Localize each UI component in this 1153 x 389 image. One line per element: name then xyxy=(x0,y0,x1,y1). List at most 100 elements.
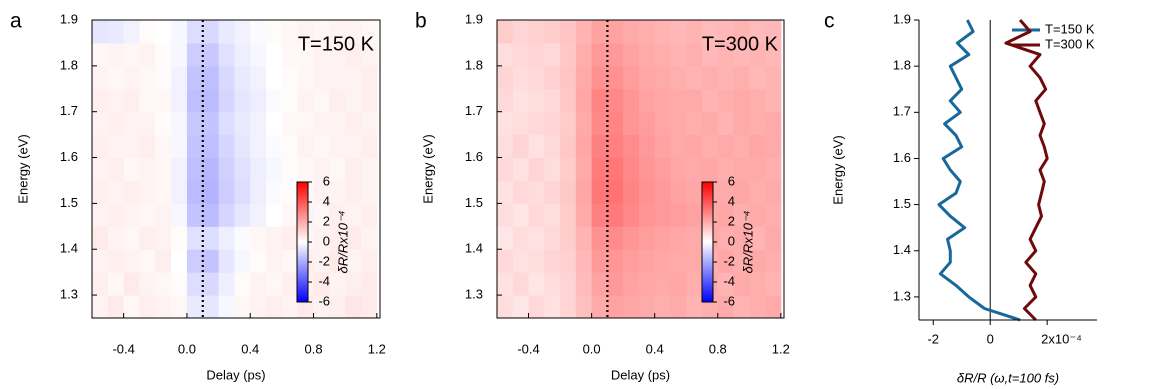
heatmap-cell xyxy=(266,226,283,250)
colorbar-tick-label: -4 xyxy=(723,273,735,288)
heatmap-cell xyxy=(345,157,362,181)
heatmap-cell xyxy=(107,203,125,227)
heatmap-cell xyxy=(607,65,624,90)
heatmap-cell xyxy=(313,157,330,181)
heatmap-cell xyxy=(186,295,204,318)
heatmap-cell xyxy=(139,295,156,318)
heatmap-cell xyxy=(266,88,283,113)
heatmap-cell xyxy=(591,157,608,181)
heatmap-cell xyxy=(512,295,530,318)
heatmap-cell xyxy=(670,180,687,204)
heatmap-cell xyxy=(266,157,283,181)
heatmap-cell xyxy=(544,42,561,67)
heatmap-cell xyxy=(497,180,514,204)
heatmap-cell xyxy=(250,65,267,90)
heatmap-cell xyxy=(281,65,299,90)
heatmap-cell xyxy=(654,42,671,67)
heatmap-cell xyxy=(155,134,172,159)
heatmap-cell xyxy=(686,226,703,250)
heatmap-cell xyxy=(345,272,362,296)
y-tick-label: 1.4 xyxy=(893,242,911,257)
heatmap-cell xyxy=(733,157,750,181)
heatmap-cell xyxy=(575,295,593,318)
heatmap-cell xyxy=(623,249,640,273)
heatmap-cell xyxy=(749,20,766,44)
heatmap-cell xyxy=(234,157,251,181)
heatmap-cell xyxy=(266,20,283,44)
heatmap-cell xyxy=(591,272,608,296)
heatmap-cell xyxy=(544,157,561,181)
heatmap-cell xyxy=(686,295,703,318)
heatmap-cell xyxy=(497,226,514,250)
heatmap-cell xyxy=(313,20,330,44)
heatmap-cell xyxy=(560,180,577,204)
heatmap-cell xyxy=(218,134,235,159)
heatmap-cell xyxy=(512,272,530,296)
heatmap-cell xyxy=(107,134,125,159)
heatmap-cell xyxy=(266,65,283,90)
heatmap-cell xyxy=(155,20,172,44)
heatmap-cell xyxy=(297,134,315,159)
heatmap-cell xyxy=(281,111,299,136)
heatmap-cell xyxy=(749,88,766,113)
heatmap-cell xyxy=(281,203,299,227)
heatmap-cell xyxy=(218,88,235,113)
heatmap-cell xyxy=(607,203,624,227)
x-tick-label: -0.4 xyxy=(517,341,539,356)
heatmap-cell xyxy=(544,203,561,227)
heatmap-cell xyxy=(92,134,109,159)
heatmap-cell xyxy=(250,272,267,296)
heatmap-cell xyxy=(765,180,782,204)
heatmap-cell xyxy=(591,180,608,204)
heatmap-cell xyxy=(123,249,140,273)
heatmap-cell xyxy=(528,134,545,159)
x-tick-label: 1.2 xyxy=(368,341,386,356)
heatmap-cell xyxy=(250,226,267,250)
colorbar-tick-label: 4 xyxy=(323,193,330,208)
heatmap-cell xyxy=(560,226,577,250)
heatmap-cell xyxy=(528,65,545,90)
heatmap-cell xyxy=(107,272,125,296)
heatmap-cell xyxy=(686,20,703,44)
heatmap-cell xyxy=(512,88,530,113)
heatmap-cell xyxy=(686,180,703,204)
heatmap-cell xyxy=(686,65,703,90)
heatmap-cell xyxy=(686,42,703,67)
heatmap-cell xyxy=(107,42,125,67)
heatmap-cell xyxy=(591,88,608,113)
heatmap-cell xyxy=(92,249,109,273)
heatmap-cell xyxy=(512,65,530,90)
heatmap-cell xyxy=(155,65,172,90)
heatmap-cell xyxy=(171,65,188,90)
heatmap-cell xyxy=(512,180,530,204)
y-tick-label: 1.3 xyxy=(465,287,483,302)
heatmap-cell xyxy=(250,203,267,227)
heatmap-cell xyxy=(591,226,608,250)
heatmap-cell xyxy=(361,65,378,90)
heatmap-cell xyxy=(591,249,608,273)
heatmap-cell xyxy=(591,111,608,136)
heatmap-cell xyxy=(560,20,577,44)
heatmap-cell xyxy=(234,111,251,136)
heatmap-cell xyxy=(139,88,156,113)
heatmap-cell xyxy=(638,157,656,181)
heatmap-cell xyxy=(654,20,671,44)
heatmap-cell xyxy=(607,272,624,296)
y-tick-label: 1.7 xyxy=(893,104,911,119)
heatmap-cell xyxy=(313,42,330,67)
heatmap-cell xyxy=(607,20,624,44)
y-tick-label: 1.7 xyxy=(60,103,78,118)
heatmap-cell xyxy=(497,295,514,318)
heatmap-cell xyxy=(218,111,235,136)
heatmap-cell xyxy=(623,42,640,67)
heatmap-cell xyxy=(123,111,140,136)
heatmap-cell xyxy=(638,272,656,296)
colorbar xyxy=(701,181,714,303)
heatmap-cell xyxy=(512,249,530,273)
heatmap-cell xyxy=(717,226,735,250)
heatmap-cell xyxy=(139,65,156,90)
heatmap-cell xyxy=(528,88,545,113)
heatmap-cell xyxy=(297,20,315,44)
heatmap-cell xyxy=(218,42,235,67)
heatmap-cell xyxy=(607,295,624,318)
